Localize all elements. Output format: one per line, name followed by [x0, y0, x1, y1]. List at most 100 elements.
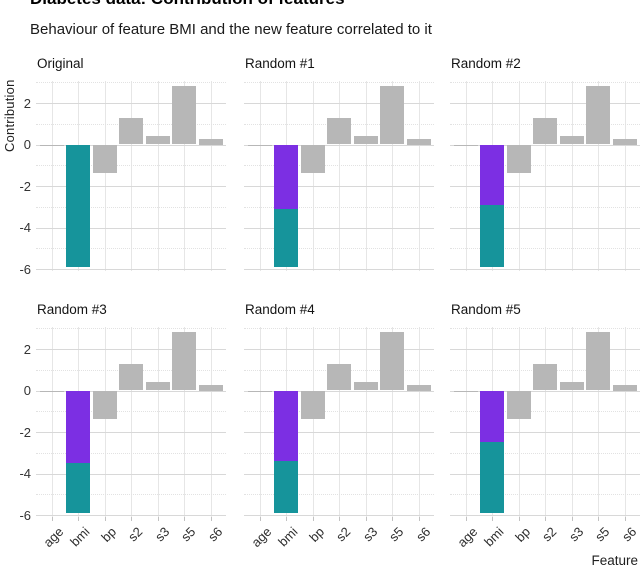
gridline-minor--3: [36, 452, 226, 454]
gridline-major--4: [36, 473, 226, 475]
bar-s5: [172, 86, 197, 145]
facet-strip-label-random-5: Random #5: [451, 302, 521, 317]
gridline-major--2: [244, 432, 434, 433]
facet-panel-random-4: [244, 327, 434, 517]
bar-s3: [353, 136, 378, 145]
gridline-major--4: [244, 227, 434, 229]
bar-bmi: [480, 204, 505, 267]
gridline-vertical-s2: [545, 81, 547, 271]
bar-s3: [145, 382, 170, 391]
gridline-major--6: [450, 269, 640, 270]
y-tick-label--2: -2: [19, 178, 31, 194]
x-tick-mark-s5: [392, 517, 394, 521]
gridline-vertical-s6: [418, 327, 420, 517]
gridline-vertical-bp: [518, 81, 520, 271]
x-tick-mark-s5: [184, 517, 186, 521]
bar-bmi-new-feature: [274, 144, 299, 209]
gridline-vertical-age: [259, 81, 261, 271]
bar-s5: [380, 86, 405, 145]
bar-bmi: [480, 442, 505, 513]
bar-s6: [406, 139, 431, 145]
facet-panel-random-1: [244, 81, 434, 271]
gridline-minor--1: [244, 165, 434, 167]
bar-age: [247, 390, 272, 392]
x-tick-mark-s3: [571, 517, 573, 521]
bar-s2: [533, 117, 558, 145]
bar-bmi: [274, 208, 299, 267]
bar-bp: [300, 144, 325, 173]
gridline-minor--3: [36, 206, 226, 208]
gridline-major--4: [244, 473, 434, 475]
gridline-vertical-age: [51, 81, 53, 271]
gridline-major-0: [450, 144, 640, 146]
bar-bp: [92, 390, 117, 419]
bar-bp: [506, 390, 531, 419]
gridline-minor--1: [450, 411, 640, 413]
facet-strip-label-random-1: Random #1: [245, 56, 315, 71]
facet-panel-original: [36, 81, 226, 271]
gridline-vertical-s6: [210, 81, 212, 271]
chart-title: Diabetes data: Contribution of features: [30, 0, 345, 9]
gridline-minor--1: [36, 411, 226, 413]
x-tick-mark-age: [51, 517, 53, 521]
gridline-major--4: [450, 473, 640, 475]
bar-bp: [300, 390, 325, 419]
gridline-major--6: [36, 269, 226, 270]
y-tick-label-2: 2: [23, 95, 31, 111]
gridline-major-0: [450, 390, 640, 392]
x-tick-label-s6: s6: [412, 523, 434, 544]
gridline-major-0: [36, 390, 226, 392]
x-axis-title: Feature: [591, 553, 638, 568]
x-tick-label-bp: bp: [306, 523, 328, 545]
gridline-vertical-s3: [157, 327, 159, 517]
x-tick-mark-s3: [365, 517, 367, 521]
x-tick-label-bmi: bmi: [481, 523, 507, 549]
gridline-major--4: [36, 227, 226, 229]
facet-strip-label-random-4: Random #4: [245, 302, 315, 317]
gridline-vertical-s2: [131, 327, 133, 517]
gridline-major--6: [450, 515, 640, 516]
gridline-vertical-s6: [418, 81, 420, 271]
x-tick-mark-bp: [312, 517, 314, 521]
bar-bmi-new-feature: [66, 390, 91, 464]
facet-strip-label-random-3: Random #3: [37, 302, 107, 317]
gridline-vertical-bp: [104, 81, 106, 271]
gridline-major-2: [450, 349, 640, 350]
facet-panel-random-2: [450, 81, 640, 271]
gridline-minor--3: [244, 452, 434, 454]
gridline-minor-3: [450, 328, 640, 330]
bar-s5: [586, 86, 611, 145]
bar-age: [453, 390, 478, 392]
y-tick-label-2: 2: [23, 341, 31, 357]
x-tick-label-s5: s5: [386, 523, 407, 544]
x-tick-mark-bp: [518, 517, 520, 521]
gridline-major-2: [36, 349, 226, 350]
x-tick-mark-s2: [339, 517, 341, 521]
gridline-vertical-s3: [571, 327, 573, 517]
x-tick-label-s3: s3: [359, 523, 381, 544]
gridline-minor-3: [450, 82, 640, 84]
facet-strip-label-original: Original: [37, 56, 84, 71]
y-tick-label--4: -4: [19, 466, 31, 481]
gridline-vertical-s2: [545, 327, 547, 517]
y-tick-label-0: 0: [23, 383, 31, 398]
gridline-vertical-s2: [131, 81, 133, 271]
y-tick-label--6: -6: [19, 261, 31, 277]
x-tick-mark-bmi: [492, 517, 494, 521]
bar-bmi-new-feature: [480, 144, 505, 205]
bar-s5: [380, 332, 405, 391]
bar-bp: [92, 144, 117, 173]
gridline-major-2: [450, 103, 640, 104]
x-tick-label-s2: s2: [125, 523, 146, 544]
x-tick-mark-s6: [210, 517, 212, 521]
gridline-major-2: [36, 103, 226, 104]
bar-s6: [198, 139, 223, 145]
facet-panel-random-5: [450, 327, 640, 517]
x-tick-label-s6: s6: [204, 523, 226, 544]
gridline-minor--3: [244, 206, 434, 208]
x-tick-mark-age: [465, 517, 467, 521]
gridline-vertical-s3: [571, 81, 573, 271]
gridline-vertical-s2: [339, 81, 341, 271]
gridline-minor--5: [244, 248, 434, 250]
bar-bp: [506, 144, 531, 173]
